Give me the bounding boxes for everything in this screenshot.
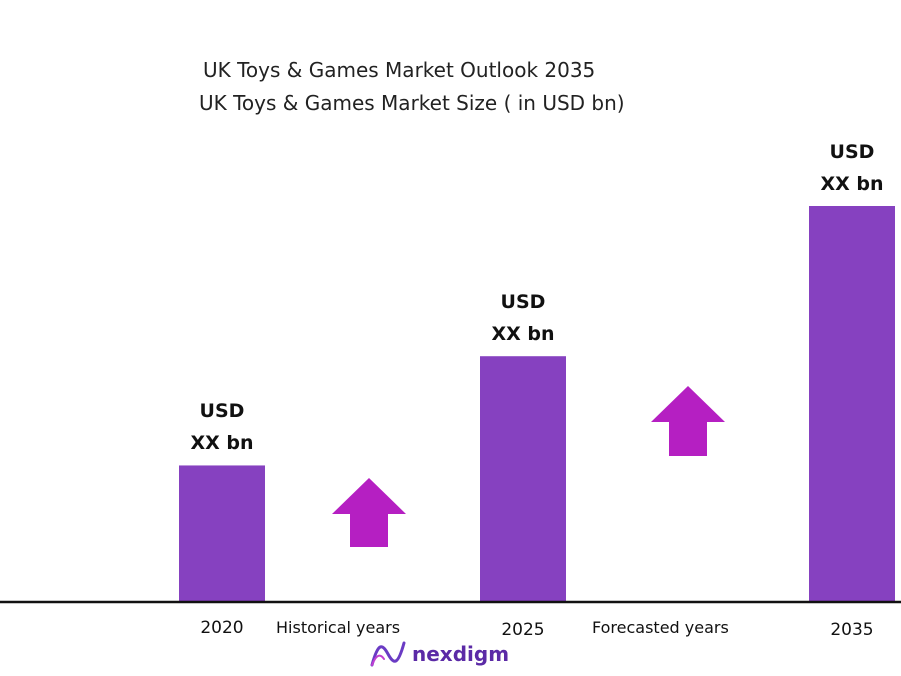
growth-arrow-historical-icon: [332, 478, 406, 547]
growth-arrow-forecast-icon: [651, 386, 725, 456]
data-label-2020: USD XX bn: [162, 395, 282, 459]
data-label-2025: USD XX bn: [463, 286, 583, 350]
nexdigm-wave-icon: [370, 641, 406, 667]
bars-layer: [179, 206, 895, 602]
bar-2020: [179, 465, 265, 602]
data-label-line: XX bn: [820, 173, 884, 195]
data-label-line: USD: [829, 141, 875, 163]
data-label-line: USD: [500, 291, 546, 314]
logo-text: nexdigm: [412, 642, 510, 666]
tick-label-2020: 2020: [200, 618, 244, 638]
arrows-layer: [332, 386, 725, 547]
data-label-line: USD: [199, 400, 245, 423]
period-label-forecasted: Forecasted years: [592, 618, 729, 637]
chart-subtitle: UK Toys & Games Market Size ( in USD bn): [199, 91, 625, 115]
data-label-2035: USD XX bn: [792, 136, 901, 200]
logo: nexdigm: [368, 637, 509, 671]
data-label-line: XX bn: [491, 323, 555, 346]
chart-title: UK Toys & Games Market Outlook 2035: [203, 58, 596, 82]
tick-label-2035: 2035: [830, 620, 874, 640]
bar-2025: [480, 356, 566, 602]
tick-label-2025: 2025: [501, 620, 545, 640]
data-label-line: XX bn: [190, 432, 254, 455]
bar-2035: [809, 206, 895, 602]
period-label-historical: Historical years: [276, 618, 401, 637]
